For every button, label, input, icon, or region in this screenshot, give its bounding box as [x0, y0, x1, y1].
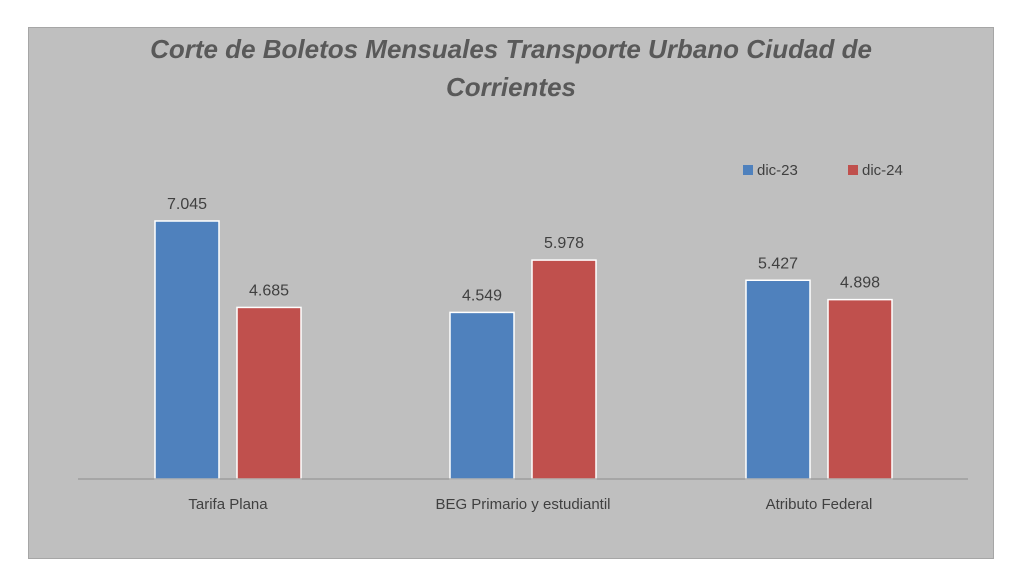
category-label-3: Atributo Federal — [766, 496, 873, 513]
data-label-dic-23-2: 4.549 — [462, 287, 502, 304]
bar-dic-24-2 — [531, 259, 597, 480]
data-label-dic-24-3: 4.898 — [840, 275, 880, 292]
chart-legend: dic-23 dic-24 — [743, 162, 903, 179]
chart-title: Corte de Boletos Mensuales Transporte Ur… — [150, 34, 872, 102]
chart-title-line-2: Corrientes — [446, 72, 576, 102]
bar-dic-24-1 — [236, 306, 302, 480]
category-label-2: BEG Primario y estudiantil — [435, 496, 610, 513]
bar-dic-23-3 — [745, 279, 811, 480]
data-label-dic-24-2: 5.978 — [544, 235, 584, 252]
data-label-dic-24-1: 4.685 — [249, 282, 289, 299]
legend-label-dic-23: dic-23 — [757, 162, 798, 179]
bar-dic-23-2 — [449, 311, 515, 480]
category-label-1: Tarifa Plana — [188, 496, 268, 513]
legend-swatch-dic-23 — [743, 165, 753, 175]
legend-swatch-dic-24 — [848, 165, 858, 175]
bar-dic-24-3 — [827, 298, 893, 480]
data-label-dic-23-1: 7.045 — [167, 196, 207, 213]
bar-dic-23-1 — [154, 220, 220, 480]
data-label-dic-23-3: 5.427 — [758, 255, 798, 272]
legend-label-dic-24: dic-24 — [862, 162, 903, 179]
category-labels: Tarifa Plana BEG Primario y estudiantil At… — [188, 496, 872, 513]
chart-title-line-1: Corte de Boletos Mensuales Transporte Ur… — [150, 34, 872, 64]
bars — [154, 220, 893, 480]
data-labels: 7.045 4.685 4.549 5.978 5.427 4.898 — [167, 196, 880, 304]
